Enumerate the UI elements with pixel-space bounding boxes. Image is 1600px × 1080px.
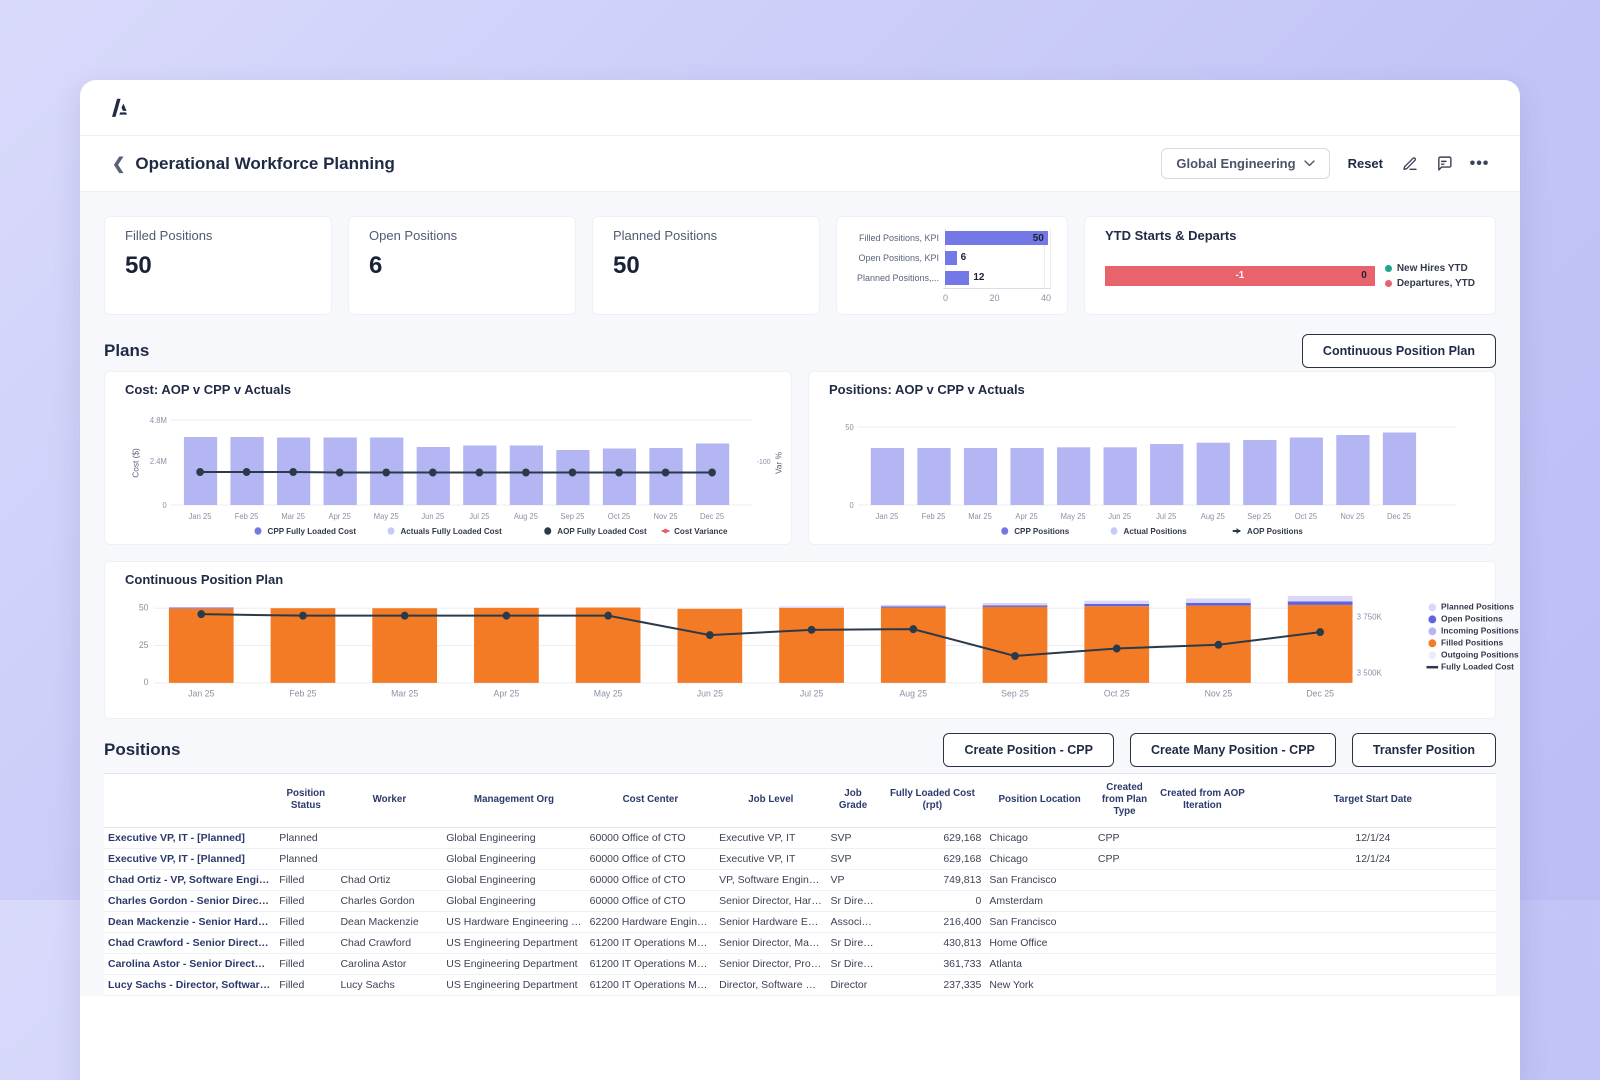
svg-text:2.4M: 2.4M (150, 457, 167, 466)
svg-text:Jul 25: Jul 25 (800, 688, 823, 698)
svg-text:Oct 25: Oct 25 (1104, 688, 1130, 698)
svg-text:Dec 25: Dec 25 (1306, 688, 1334, 698)
svg-text:Oct 25: Oct 25 (608, 512, 631, 521)
svg-text:Open Positions: Open Positions (1441, 614, 1503, 624)
svg-text:0: 0 (849, 501, 854, 510)
svg-text:AOP Positions: AOP Positions (1247, 526, 1303, 536)
svg-text:50: 50 (845, 423, 854, 432)
svg-text:25: 25 (139, 640, 149, 650)
svg-text:Oct 25: Oct 25 (1295, 512, 1318, 521)
svg-text:3 750K: 3 750K (1357, 612, 1383, 621)
svg-text:Sep 25: Sep 25 (1001, 688, 1029, 698)
svg-text:4.8M: 4.8M (150, 416, 167, 425)
svg-text:May 25: May 25 (594, 688, 623, 698)
svg-text:Feb 25: Feb 25 (289, 688, 316, 698)
svg-text:Var %: Var % (775, 452, 784, 474)
svg-text:Planned Positions: Planned Positions (1441, 602, 1514, 612)
svg-text:Actual Positions: Actual Positions (1124, 526, 1188, 536)
svg-text:50: 50 (139, 602, 149, 612)
svg-text:Mar 25: Mar 25 (968, 512, 992, 521)
svg-text:Aug 25: Aug 25 (899, 688, 927, 698)
svg-text:Dec 25: Dec 25 (1387, 512, 1412, 521)
svg-text:-100: -100 (757, 458, 771, 466)
svg-text:Jun 25: Jun 25 (1108, 512, 1131, 521)
svg-text:Sep 25: Sep 25 (1247, 512, 1272, 521)
svg-text:Apr 25: Apr 25 (329, 512, 352, 521)
svg-text:Nov 25: Nov 25 (654, 512, 679, 521)
svg-text:Apr 25: Apr 25 (1015, 512, 1038, 521)
svg-text:Actuals Fully Loaded Cost: Actuals Fully Loaded Cost (401, 526, 503, 536)
svg-text:Jun 25: Jun 25 (697, 688, 723, 698)
svg-text:CPP Positions: CPP Positions (1014, 526, 1069, 536)
svg-text:Sep 25: Sep 25 (560, 512, 585, 521)
svg-text:CPP Fully Loaded Cost: CPP Fully Loaded Cost (268, 526, 357, 536)
svg-text:Mar 25: Mar 25 (391, 688, 418, 698)
svg-text:Cost ($): Cost ($) (131, 448, 140, 478)
svg-text:Aug 25: Aug 25 (1201, 512, 1226, 521)
svg-text:Filled Positions: Filled Positions (1441, 637, 1503, 647)
svg-text:May 25: May 25 (1061, 512, 1087, 521)
svg-text:Jul 25: Jul 25 (469, 512, 490, 521)
svg-text:Jan 25: Jan 25 (188, 688, 214, 698)
svg-text:0: 0 (163, 501, 168, 510)
svg-text:Feb 25: Feb 25 (922, 512, 946, 521)
svg-text:Outgoing Positions: Outgoing Positions (1441, 649, 1519, 659)
svg-text:0: 0 (144, 677, 149, 687)
svg-text:Mar 25: Mar 25 (281, 512, 305, 521)
svg-text:Aug 25: Aug 25 (514, 512, 539, 521)
svg-text:Dec 25: Dec 25 (700, 512, 725, 521)
svg-text:Apr 25: Apr 25 (494, 688, 520, 698)
svg-text:Fully Loaded Cost: Fully Loaded Cost (1441, 661, 1514, 671)
svg-text:Nov 25: Nov 25 (1340, 512, 1365, 521)
svg-text:May 25: May 25 (374, 512, 400, 521)
svg-text:Jun 25: Jun 25 (421, 512, 444, 521)
svg-text:Incoming Positions: Incoming Positions (1441, 625, 1519, 635)
svg-text:3 500K: 3 500K (1357, 668, 1383, 677)
svg-text:Jan 25: Jan 25 (189, 512, 212, 521)
svg-text:Jan 25: Jan 25 (876, 512, 899, 521)
svg-text:Jul 25: Jul 25 (1156, 512, 1177, 521)
svg-text:Feb 25: Feb 25 (235, 512, 259, 521)
svg-text:Cost Variance: Cost Variance (674, 526, 728, 536)
svg-text:AOP Fully Loaded Cost: AOP Fully Loaded Cost (557, 526, 647, 536)
svg-text:Nov 25: Nov 25 (1205, 688, 1233, 698)
